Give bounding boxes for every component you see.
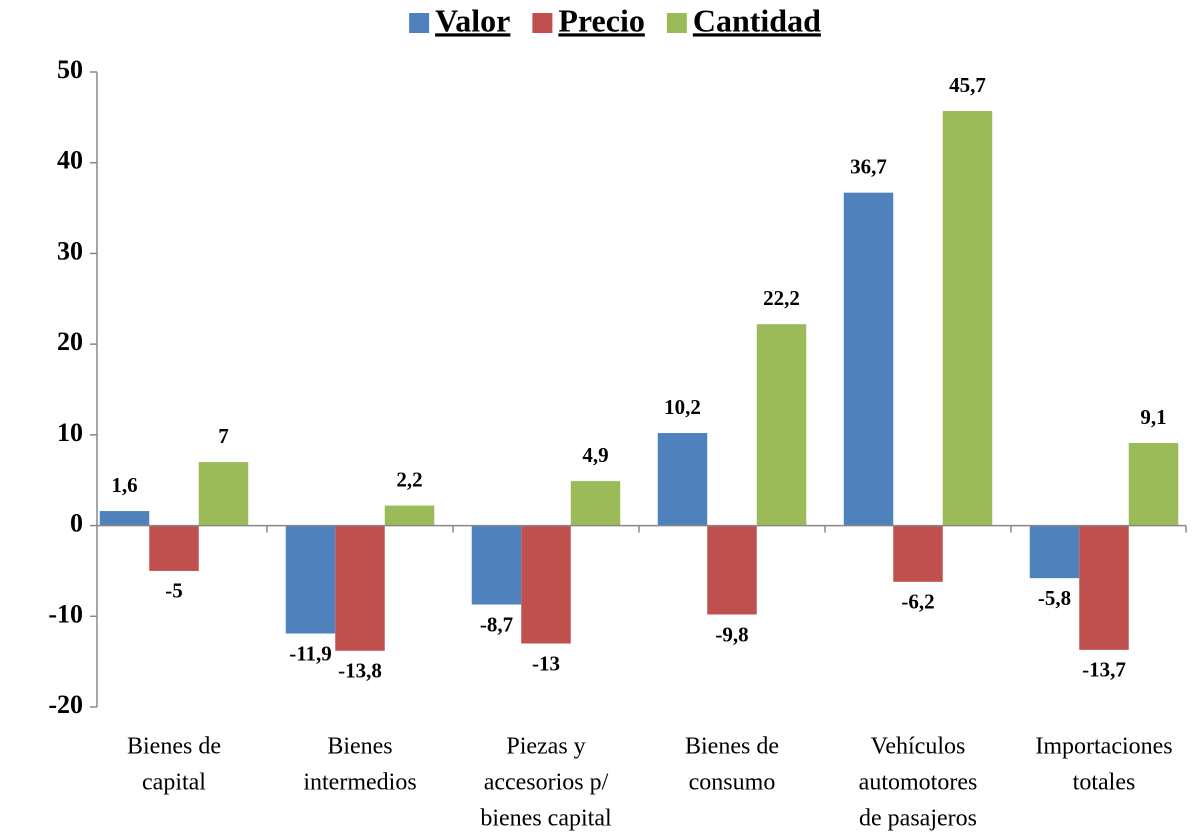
legend-swatch bbox=[409, 13, 430, 33]
value-label: 4,9 bbox=[582, 443, 608, 467]
bar bbox=[893, 525, 943, 582]
legend-swatch bbox=[666, 13, 687, 33]
x-tick-label: Vehículos bbox=[871, 734, 966, 760]
x-tick-label: Bienes de bbox=[127, 734, 221, 760]
value-label: 10,2 bbox=[664, 395, 701, 419]
legend-label: Valor bbox=[435, 2, 510, 38]
x-tick-label: automotores bbox=[859, 770, 978, 796]
bar bbox=[1029, 525, 1080, 579]
x-tick-label: bienes capital bbox=[480, 806, 612, 832]
value-label: -13 bbox=[532, 651, 560, 675]
value-label: -11,9 bbox=[289, 641, 332, 665]
value-label: -13,7 bbox=[1082, 658, 1126, 682]
bar bbox=[843, 192, 894, 526]
y-tick-label: 30 bbox=[57, 236, 83, 265]
y-tick-label: 0 bbox=[70, 509, 83, 538]
legend-swatch bbox=[532, 13, 553, 33]
bar bbox=[1128, 443, 1179, 526]
x-tick-label: Bienes bbox=[327, 734, 392, 760]
value-label: 7 bbox=[218, 424, 229, 448]
y-tick-label: 50 bbox=[57, 55, 83, 84]
value-label: -6,2 bbox=[901, 590, 934, 614]
x-tick-label: totales bbox=[1073, 770, 1136, 796]
legend: Valor Precio Cantidad bbox=[409, 2, 821, 38]
bar bbox=[756, 324, 807, 526]
bar bbox=[471, 525, 522, 605]
legend-label: Cantidad bbox=[693, 2, 821, 38]
y-tick-label: 40 bbox=[57, 146, 83, 175]
y-tick-label: 10 bbox=[57, 418, 83, 447]
value-label: -5 bbox=[165, 579, 183, 603]
value-label: 1,6 bbox=[111, 473, 137, 497]
bar bbox=[1079, 525, 1129, 650]
value-label: -5,8 bbox=[1038, 586, 1071, 610]
bar bbox=[285, 525, 336, 634]
bar bbox=[521, 525, 571, 644]
y-tick-label: 20 bbox=[57, 327, 83, 356]
x-tick-label: accesorios p/ bbox=[484, 770, 609, 796]
legend-label: Precio bbox=[558, 2, 644, 38]
value-label: 22,2 bbox=[763, 286, 800, 310]
value-label: 45,7 bbox=[949, 73, 986, 97]
y-tick-label: -20 bbox=[48, 690, 83, 719]
x-tick-label: Piezas y bbox=[506, 734, 585, 760]
bar bbox=[570, 481, 621, 526]
value-label: 36,7 bbox=[850, 154, 887, 178]
x-tick-label: de pasajeros bbox=[859, 806, 977, 832]
bar bbox=[99, 511, 150, 526]
bar bbox=[657, 433, 708, 526]
x-tick-label: consumo bbox=[689, 770, 776, 796]
value-label: -8,7 bbox=[480, 612, 513, 636]
bar bbox=[707, 525, 757, 615]
bar bbox=[198, 462, 249, 526]
bar bbox=[335, 525, 385, 651]
bar bbox=[384, 505, 435, 526]
x-tick-label: intermedios bbox=[303, 770, 416, 796]
bar bbox=[149, 525, 199, 571]
x-tick-label: Importaciones bbox=[1035, 734, 1172, 760]
bar bbox=[942, 111, 993, 526]
value-label: 2,2 bbox=[396, 467, 422, 491]
value-label: -9,8 bbox=[715, 622, 748, 646]
x-tick-label: capital bbox=[142, 770, 206, 796]
x-tick-label: Bienes de bbox=[685, 734, 779, 760]
y-tick-label: -10 bbox=[48, 599, 83, 628]
value-label: -13,8 bbox=[338, 659, 382, 683]
value-label: 9,1 bbox=[1140, 405, 1166, 429]
